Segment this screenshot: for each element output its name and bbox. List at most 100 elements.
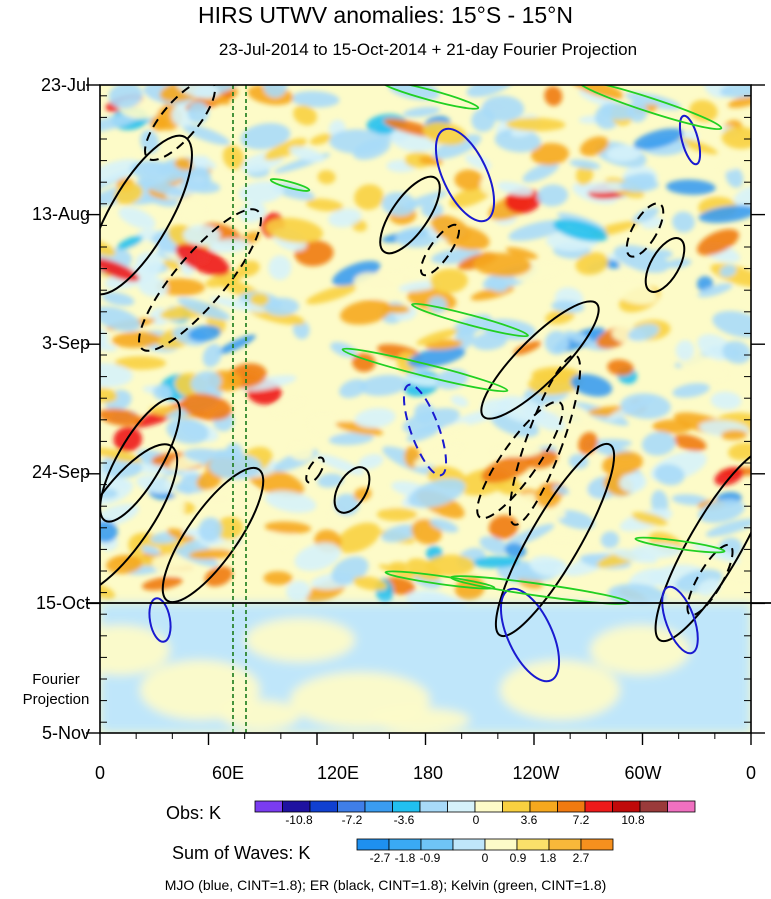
er-contour	[686, 543, 734, 617]
er-contour	[379, 175, 441, 255]
obs-blob	[600, 531, 620, 549]
er-contour	[494, 442, 616, 638]
projection-label: Fourier Projection	[6, 670, 106, 710]
obs-blob	[606, 145, 642, 162]
obs-blob	[721, 126, 751, 150]
obs-swatch	[254, 800, 283, 813]
chart-title: HIRS UTWV anomalies: 15°S - 15°N	[197, 2, 573, 28]
obs-blob	[718, 160, 743, 172]
obs-blob	[388, 85, 440, 101]
obs-swatch	[282, 800, 311, 813]
obs-blob	[632, 207, 660, 223]
obs-blob	[450, 395, 469, 407]
obs-blob	[497, 395, 545, 424]
obs-blob	[290, 91, 340, 108]
obs-blob	[152, 384, 173, 401]
waves-swatch	[420, 838, 454, 851]
obs-blob	[641, 431, 676, 456]
obs-blob	[188, 548, 233, 560]
contour-legend-text: MJO (blue, CINT=1.8); ER (black, CINT=1.…	[164, 877, 607, 893]
obs-blob	[727, 93, 751, 108]
obs-blob	[671, 494, 709, 506]
obs-swatch	[337, 800, 366, 813]
obs-blob	[481, 95, 525, 122]
er-contour	[476, 400, 564, 520]
obs-blob	[530, 142, 570, 166]
obs-blob	[263, 571, 293, 586]
projection-blob	[400, 635, 520, 685]
obs-tick-1: -10.8	[285, 813, 313, 827]
obs-blob	[494, 128, 541, 153]
obs-blob	[666, 179, 716, 195]
projection-label-line-1: Fourier	[32, 671, 80, 688]
obs-blob	[712, 311, 751, 338]
obs-blob	[177, 297, 231, 320]
wave-contours	[100, 85, 751, 683]
waves-tick-5: 0.9	[509, 851, 527, 865]
er-contour	[480, 300, 600, 420]
obs-blob	[579, 136, 609, 157]
y-tick-label-6: 5-Nov	[41, 723, 90, 743]
obs-swatch	[584, 800, 613, 813]
obs-blob	[505, 247, 538, 260]
er-contour	[508, 354, 582, 526]
obs-blob	[305, 198, 344, 212]
obs-blob	[672, 383, 710, 398]
projection-blob	[140, 660, 260, 720]
obs-blob	[317, 473, 344, 488]
x-tick-label-2: 60E	[211, 763, 245, 783]
y-tick-label-2: 13-Aug	[31, 204, 90, 224]
obs-blob	[675, 340, 695, 361]
obs-tick-2: -7.2	[341, 813, 363, 827]
obs-blob	[627, 323, 660, 342]
x-tick-label-7: 0	[745, 763, 756, 783]
projection-blob	[220, 700, 300, 730]
waves-swatch	[484, 838, 518, 851]
obs-blob	[619, 472, 647, 493]
obs-blob	[130, 160, 182, 183]
obs-blob	[306, 284, 359, 305]
obs-blob	[101, 291, 135, 306]
obs-blob	[309, 133, 333, 145]
obs-blob	[202, 343, 222, 368]
obs-blob	[422, 121, 467, 146]
obs-blob	[654, 464, 685, 486]
obs-blob	[294, 542, 341, 571]
obs-blob	[328, 208, 362, 228]
er-contour	[305, 456, 325, 484]
obs-blob	[529, 555, 568, 577]
obs-blob	[607, 583, 666, 607]
obs-blob	[190, 370, 222, 395]
obs-blob	[141, 545, 161, 556]
obs-blob	[672, 211, 695, 233]
waves-tick-3: -0.9	[419, 851, 441, 865]
projection-blob	[500, 660, 620, 720]
projection-blob	[100, 625, 170, 675]
obs-blob	[289, 146, 325, 163]
obs-blob	[398, 280, 441, 292]
obs-blob	[620, 393, 671, 419]
obs-blob	[482, 319, 537, 340]
obs-blob	[100, 584, 116, 600]
kelvin-contour	[384, 570, 496, 590]
waves-tick-2: -1.8	[394, 851, 416, 865]
obs-blob	[100, 306, 141, 332]
obs-blob	[100, 408, 142, 427]
obs-blob	[156, 278, 205, 296]
waves-tick-1: -2.7	[369, 851, 391, 865]
obs-blob	[328, 432, 374, 446]
obs-blob	[205, 486, 258, 514]
projection-blob	[590, 625, 690, 675]
obs-blob	[164, 497, 185, 517]
obs-blob	[240, 123, 291, 150]
projection-blob	[370, 708, 470, 732]
obs-blob	[696, 229, 740, 256]
x-tick-label-3: 120E	[316, 763, 360, 783]
obs-blob	[100, 341, 117, 352]
obs-blob	[544, 330, 569, 355]
obs-blob	[725, 558, 751, 582]
obs-blob	[449, 408, 505, 427]
obs-blob	[241, 375, 297, 391]
obs-blob	[265, 217, 323, 243]
obs-blob	[100, 258, 140, 282]
